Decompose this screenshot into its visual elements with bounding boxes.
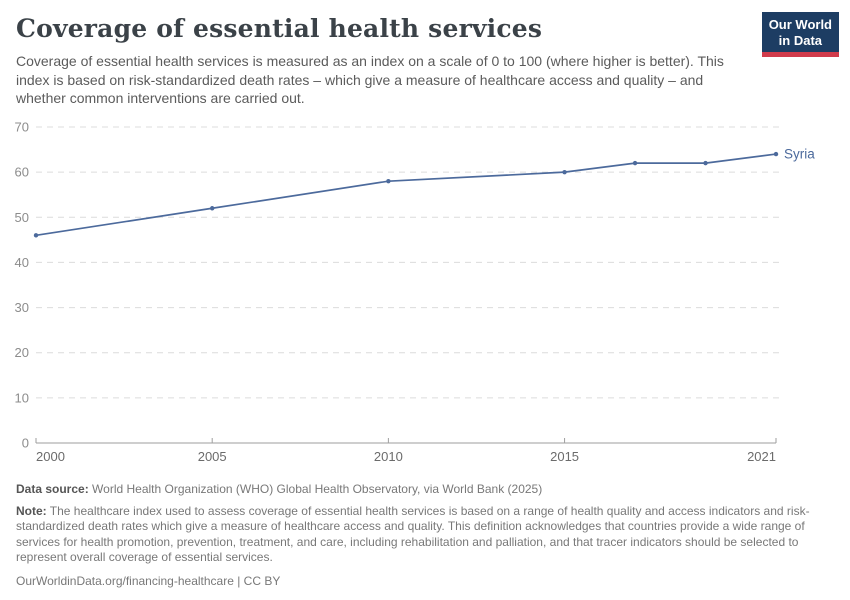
data-point bbox=[562, 169, 567, 175]
data-source-line: Data source: World Health Organization (… bbox=[16, 482, 838, 498]
y-axis-tick-label: 70 bbox=[15, 120, 29, 135]
data-point bbox=[703, 160, 708, 166]
x-axis-tick-label: 2000 bbox=[36, 449, 65, 464]
owid-logo-line1: Our World bbox=[768, 17, 832, 32]
chart-footer: Data source: World Health Organization (… bbox=[16, 482, 838, 589]
y-axis-tick-label: 50 bbox=[15, 210, 29, 225]
data-point bbox=[386, 178, 391, 184]
note-text: The healthcare index used to assess cove… bbox=[16, 503, 810, 565]
y-axis-tick-label: 0 bbox=[22, 436, 29, 451]
y-axis-tick-label: 10 bbox=[15, 390, 29, 405]
x-axis-tick-label: 2010 bbox=[374, 449, 403, 464]
y-axis-tick-label: 40 bbox=[15, 255, 29, 270]
series-label: Syria bbox=[784, 147, 815, 162]
data-source-text: World Health Organization (WHO) Global H… bbox=[92, 482, 543, 496]
y-axis-tick-label: 60 bbox=[15, 165, 29, 180]
x-axis-tick-label: 2015 bbox=[550, 449, 579, 464]
chart-header: Coverage of essential health services Co… bbox=[0, 0, 850, 108]
owid-logo-line2: in Data bbox=[778, 33, 823, 48]
y-axis-tick-label: 20 bbox=[15, 345, 29, 360]
page-title: Coverage of essential health services bbox=[16, 14, 543, 43]
x-axis-tick-label: 2021 bbox=[747, 449, 776, 464]
chart-subtitle: Coverage of essential health services is… bbox=[16, 53, 724, 107]
data-point bbox=[209, 206, 215, 211]
data-point bbox=[33, 233, 39, 238]
owid-logo[interactable]: Our World in Data bbox=[761, 12, 839, 57]
note-label: Note: bbox=[16, 503, 47, 518]
note-line: Note: The healthcare index used to asses… bbox=[16, 504, 838, 566]
y-axis-tick-label: 30 bbox=[15, 300, 29, 315]
x-axis-tick-label: 2005 bbox=[198, 449, 227, 464]
line-chart: 0 10 20 30 40 50 60 70 2000 2005 2010 2015 2021 Syria bbox=[15, 120, 816, 465]
license-line[interactable]: OurWorldinData.org/financing-healthcare … bbox=[16, 573, 281, 588]
data-source-label: Data source: bbox=[16, 482, 89, 496]
data-point bbox=[773, 151, 779, 157]
data-line bbox=[35, 153, 777, 237]
data-point bbox=[632, 160, 638, 166]
